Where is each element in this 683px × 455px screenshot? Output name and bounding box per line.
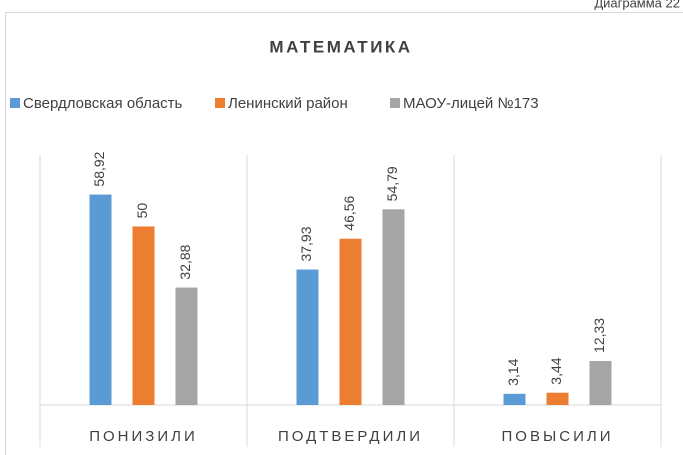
legend-swatch: [215, 98, 225, 108]
data-label: 58,92: [91, 151, 107, 186]
data-label: 32,88: [177, 244, 193, 279]
bar: [89, 194, 112, 405]
data-label: 12,33: [591, 318, 607, 353]
legend-label: Ленинский район: [228, 95, 348, 112]
x-tick-label: ПОВЫСИЛИ: [502, 428, 614, 445]
data-label: 37,93: [298, 226, 314, 261]
x-tick-label: ПОДТВЕРДИЛИ: [278, 428, 423, 445]
legend-label: МАОУ-лицей №173: [403, 95, 539, 112]
x-tick-label: ПОНИЗИЛИ: [89, 428, 198, 445]
bar: [503, 393, 526, 405]
bar: [382, 209, 405, 405]
data-label: 46,56: [341, 195, 357, 230]
chart-title: МАТЕМАТИКА: [269, 37, 412, 56]
legend-swatch: [390, 98, 400, 108]
data-label: 54,79: [384, 166, 400, 201]
bar: [339, 238, 362, 405]
data-label: 3,14: [505, 358, 521, 385]
data-label: 50: [134, 203, 150, 219]
bar: [296, 269, 319, 405]
bar: [546, 392, 569, 405]
legend-label: Свердловская область: [23, 95, 183, 112]
caption: Диаграмма 22: [594, 0, 680, 10]
bar: [175, 287, 198, 405]
legend-swatch: [10, 98, 20, 108]
bar: [132, 226, 155, 405]
bar: [589, 360, 612, 405]
legend: Свердловская область Ленинский район МАОУ-…: [10, 95, 539, 112]
data-label: 3,44: [548, 357, 564, 384]
